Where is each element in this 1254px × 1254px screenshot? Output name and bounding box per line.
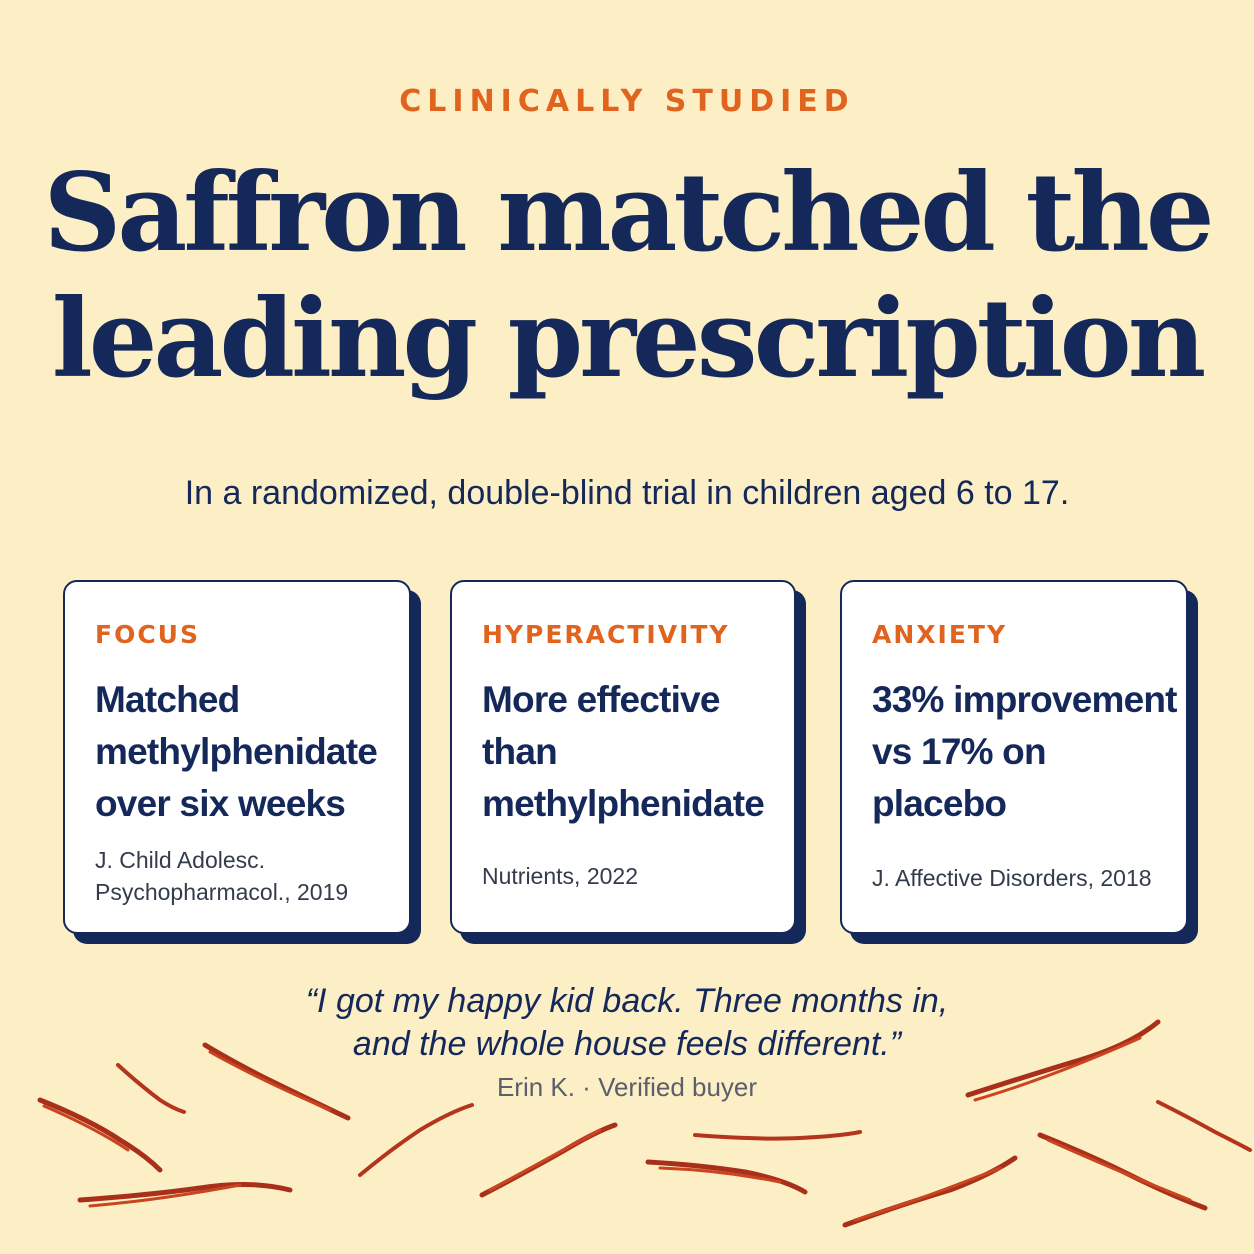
testimonial-attribution: Erin K. · Verified buyer (496, 1072, 758, 1102)
saffron-thread (479, 1122, 618, 1198)
headline-line-1: Saffron matched the (43, 150, 1214, 276)
headline-line-2: leading prescription (51, 276, 1207, 402)
saffron-thread (842, 1155, 1018, 1228)
card-source-line: Nutrients, 2022 (482, 863, 638, 889)
card-source-line: J. Affective Disorders, 2018 (872, 865, 1152, 891)
stat-card-focus: FOCUS Matched methylphenidate over six w… (63, 580, 411, 934)
saffron-thread (37, 1097, 163, 1173)
stat-card-anxiety: ANXIETY 33% improvement vs 17% on placeb… (840, 580, 1188, 934)
card-claim-line: over six weeks (95, 783, 346, 824)
card-source-line: J. Child Adolesc. (95, 847, 266, 873)
saffron-thread (1156, 1100, 1252, 1152)
saffron-thread (1037, 1132, 1208, 1211)
card-source: J. Child Adolesc. Psychopharmacol., 2019 (95, 844, 395, 908)
eyebrow-label: CLINICALLY STUDIED (399, 84, 855, 119)
card-claim-line: than (482, 731, 558, 772)
quote-line: “I got my happy kid back. Three months i… (305, 982, 949, 1020)
card-category: ANXIETY (872, 620, 1008, 649)
headline: Saffron matched the leading prescription (0, 150, 1254, 402)
card-source: Nutrients, 2022 (482, 860, 782, 892)
card-claim-line: methylphenidate (95, 731, 378, 772)
subheadline: In a randomized, double-blind trial in c… (184, 474, 1070, 512)
saffron-thread (358, 1103, 474, 1177)
card-claim-line: methylphenidate (482, 783, 765, 824)
card-claim: Matched methylphenidate over six weeks (95, 674, 395, 830)
saffron-thread (645, 1159, 808, 1195)
card-claim-line: Matched (95, 679, 240, 720)
quote-line: and the whole house feels different.” (352, 1025, 902, 1063)
saffron-thread (693, 1130, 862, 1141)
card-source: J. Affective Disorders, 2018 (872, 862, 1172, 894)
card-category: HYPERACTIVITY (482, 620, 730, 649)
card-source-line: Psychopharmacol., 2019 (95, 879, 349, 905)
stat-card-hyperactivity: HYPERACTIVITY More effective than methyl… (450, 580, 796, 934)
card-claim: 33% improvement vs 17% on placebo (872, 674, 1177, 830)
card-claim-line: More effective (482, 679, 720, 720)
card-category: FOCUS (95, 620, 200, 649)
saffron-thread (77, 1181, 293, 1208)
card-claim-line: placebo (872, 783, 1007, 824)
card-claim-line: 33% improvement (872, 679, 1177, 720)
card-claim-line: vs 17% on (872, 731, 1047, 772)
card-claim: More effective than methylphenidate (482, 674, 782, 830)
testimonial-quote: “I got my happy kid back. Three months i… (0, 980, 1254, 1066)
